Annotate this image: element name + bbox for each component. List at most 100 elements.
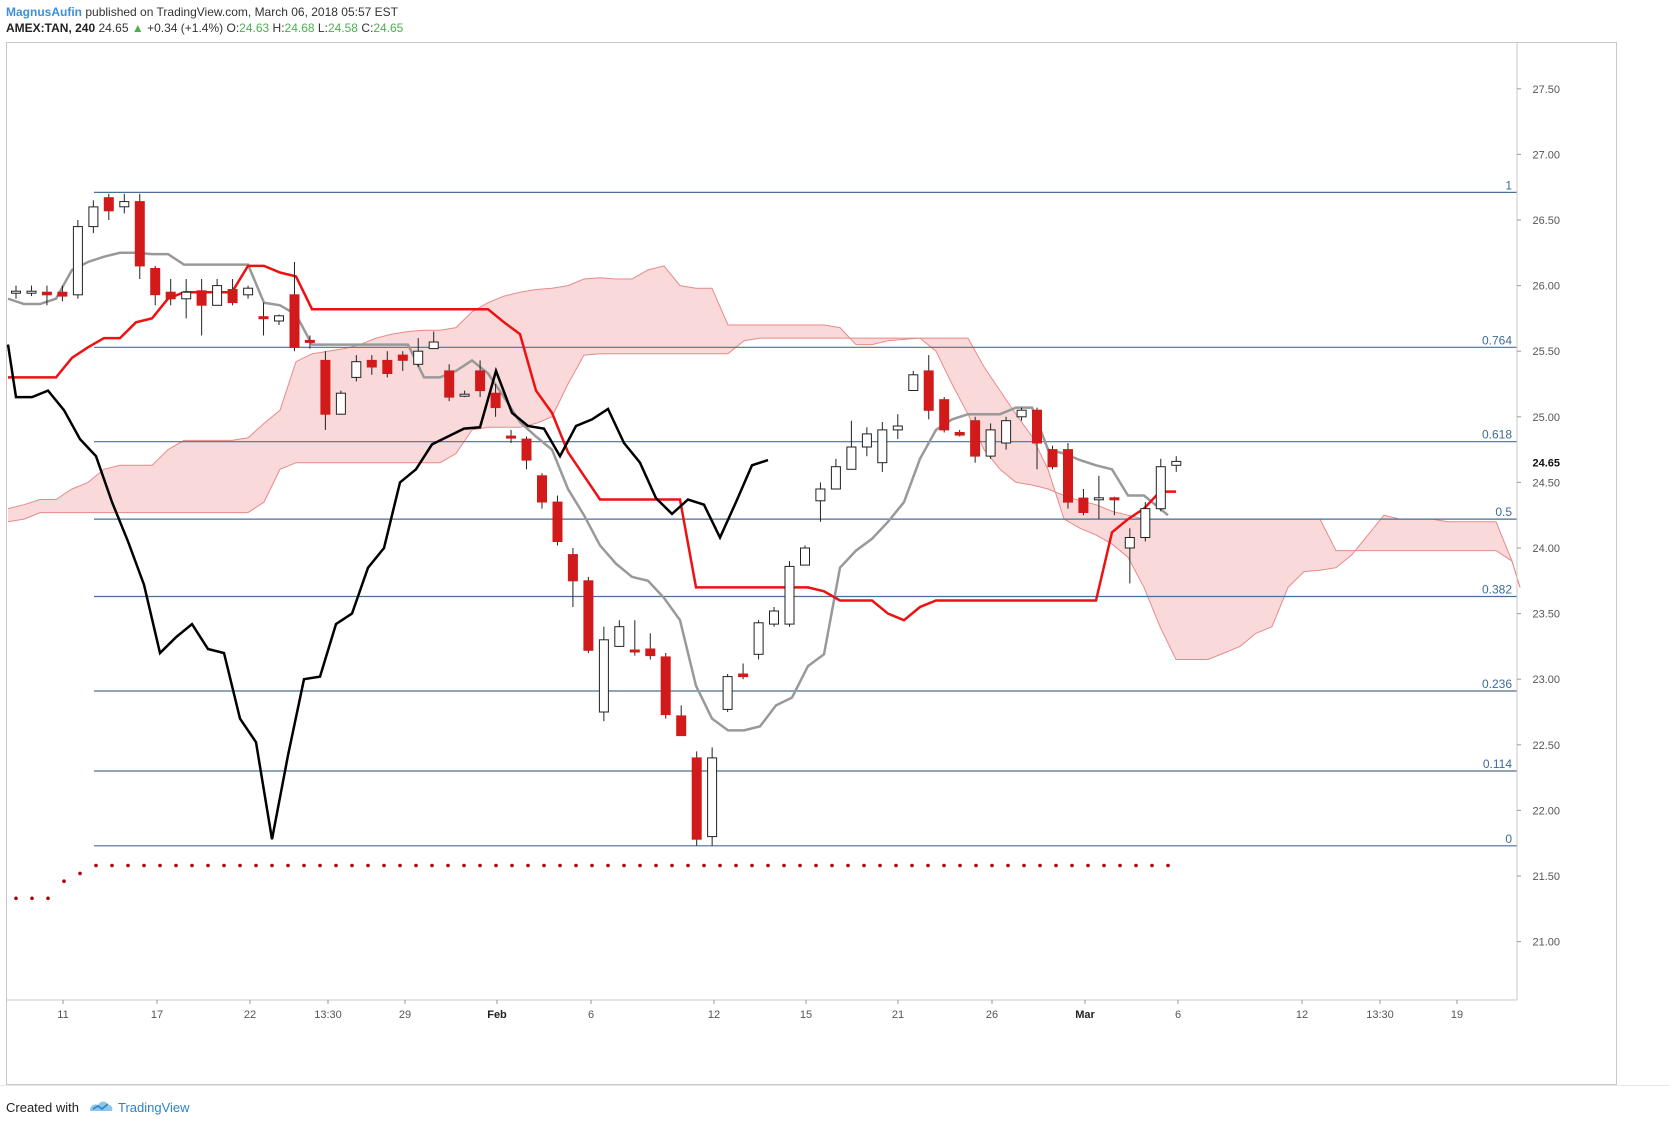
candle-body — [877, 429, 888, 464]
candle[interactable] — [289, 262, 300, 352]
psar-dot — [270, 863, 274, 868]
candle[interactable] — [892, 414, 903, 440]
candle[interactable] — [1063, 443, 1073, 509]
candle[interactable] — [521, 436, 532, 470]
candle[interactable] — [645, 633, 656, 660]
candle[interactable] — [165, 279, 176, 306]
candle-body — [320, 359, 331, 415]
time-tick-label: 13:30 — [314, 1009, 342, 1021]
candle[interactable] — [1078, 489, 1089, 516]
candle[interactable] — [413, 338, 424, 367]
candle[interactable] — [1155, 458, 1166, 512]
candle[interactable] — [428, 331, 439, 350]
candle[interactable] — [11, 285, 21, 299]
candle-body — [1063, 449, 1073, 503]
candle[interactable] — [676, 705, 687, 737]
candle[interactable] — [459, 390, 470, 398]
candle[interactable] — [552, 495, 563, 546]
candle[interactable] — [274, 314, 284, 326]
psar-dot — [430, 863, 434, 868]
candle[interactable] — [908, 370, 919, 391]
candle[interactable] — [1001, 416, 1012, 450]
candle[interactable] — [57, 285, 68, 302]
candle[interactable] — [72, 220, 83, 299]
candle[interactable] — [784, 561, 795, 627]
psar-dot — [894, 863, 898, 868]
candle[interactable] — [444, 364, 455, 402]
candle[interactable] — [1016, 407, 1027, 421]
candle[interactable] — [753, 620, 764, 660]
price-chart[interactable]: 1 0.764 0.618 0.5 0.382 0.236 0.114 0 21.00 21.5… — [0, 0, 1669, 1085]
candle[interactable] — [227, 279, 238, 306]
candle[interactable] — [335, 390, 346, 415]
conversion-line — [7, 251, 1169, 732]
psar-dot — [1118, 863, 1122, 868]
candle[interactable] — [150, 265, 161, 306]
psar-dot — [574, 863, 578, 868]
candle[interactable] — [614, 620, 625, 647]
candle[interactable] — [583, 576, 594, 653]
candle[interactable] — [320, 351, 331, 430]
candle[interactable] — [196, 279, 207, 336]
candle[interactable] — [660, 653, 671, 719]
candle[interactable] — [954, 429, 965, 437]
candle-body — [598, 639, 609, 713]
candle[interactable] — [366, 355, 377, 375]
time-tick-label: 6 — [1175, 1009, 1181, 1021]
candle[interactable] — [970, 416, 981, 463]
candle[interactable] — [258, 302, 269, 336]
candle[interactable] — [738, 663, 749, 680]
candle[interactable] — [537, 473, 547, 509]
candle-body — [26, 290, 37, 294]
candle[interactable] — [1093, 475, 1104, 520]
psar-dot — [14, 896, 18, 901]
candle[interactable] — [629, 620, 640, 656]
psar-dot — [462, 863, 466, 868]
candle[interactable] — [861, 427, 872, 457]
candle[interactable] — [181, 279, 192, 319]
candle[interactable] — [800, 545, 810, 566]
candle[interactable] — [506, 429, 516, 443]
candle[interactable] — [598, 626, 609, 722]
candle[interactable] — [103, 193, 114, 220]
candle-body — [846, 446, 857, 470]
psar-dot — [222, 863, 226, 868]
candle[interactable] — [397, 351, 408, 371]
candle[interactable] — [243, 285, 254, 299]
candle[interactable] — [490, 384, 501, 417]
candle[interactable] — [475, 360, 486, 398]
candle[interactable] — [304, 335, 315, 349]
candle[interactable] — [939, 397, 950, 433]
candle[interactable] — [134, 193, 145, 279]
candle[interactable] — [212, 279, 223, 306]
candle[interactable] — [722, 674, 733, 712]
candle[interactable] — [1171, 456, 1182, 472]
candle[interactable] — [1109, 496, 1120, 516]
symbol-name[interactable]: AMEX:TAN, 240 — [6, 21, 96, 35]
psar-dot — [686, 863, 690, 868]
tradingview-brand[interactable]: TradingView — [118, 1100, 190, 1115]
candle[interactable] — [88, 200, 99, 234]
candle[interactable] — [1047, 445, 1058, 470]
candle[interactable] — [1124, 528, 1135, 584]
candle[interactable] — [691, 751, 702, 846]
candle[interactable] — [119, 193, 130, 214]
candle[interactable] — [26, 285, 37, 297]
candle[interactable] — [815, 482, 826, 522]
candle[interactable] — [830, 458, 841, 490]
candle[interactable] — [1032, 407, 1042, 470]
candle[interactable] — [877, 422, 888, 472]
candle[interactable] — [567, 548, 578, 607]
psar-dot — [510, 863, 514, 868]
candle[interactable] — [41, 285, 52, 306]
author-link[interactable]: MagnusAufin — [6, 5, 82, 19]
candle[interactable] — [1140, 502, 1151, 542]
candle[interactable] — [351, 355, 362, 382]
candle[interactable] — [923, 355, 934, 420]
candle[interactable] — [707, 747, 718, 846]
candle-body — [583, 580, 594, 651]
candle[interactable] — [985, 423, 996, 459]
candle[interactable] — [769, 607, 779, 627]
candle[interactable] — [382, 351, 393, 378]
candle[interactable] — [846, 420, 857, 470]
